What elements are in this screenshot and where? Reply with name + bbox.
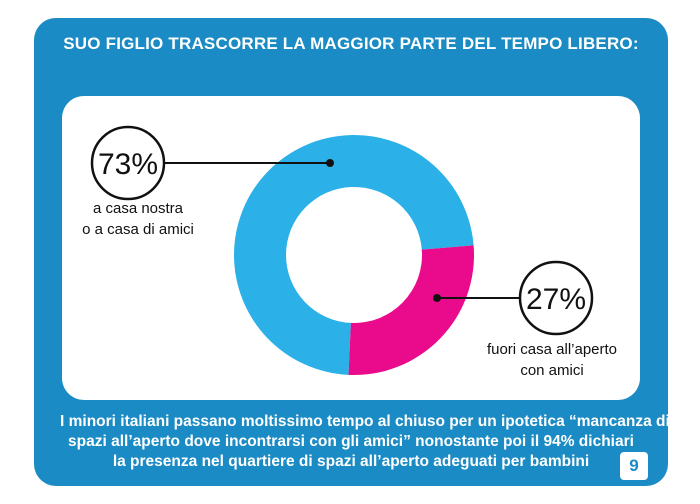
callout-dot-1 (326, 159, 334, 167)
donut-slice-2 (348, 245, 474, 375)
caption-line-1: I minori italiani passano moltissimo tem… (60, 413, 670, 430)
slice-label-1-line-1: a casa nostra (93, 200, 184, 217)
caption: I minori italiani passano moltissimo tem… (60, 412, 670, 472)
chart-title: SUO FIGLIO TRASCORRE LA MAGGIOR PARTE DE… (63, 34, 639, 53)
data-label-1: 73% (98, 148, 158, 181)
data-label-2: 27% (526, 283, 586, 316)
slice-label-2-line-1: fuori casa all’aperto (487, 341, 617, 358)
slice-label-1-line-2: o a casa di amici (82, 221, 194, 238)
value-circle-1 (90, 125, 166, 201)
donut-slice-1 (234, 135, 474, 375)
page-number: 9 (620, 452, 648, 480)
caption-line-3: la presenza nel quartiere di spazi all’a… (112, 453, 590, 470)
callout-dot-2 (433, 294, 441, 302)
caption-line-2: spazi all’aperto dove incontrarsi con gl… (68, 433, 634, 450)
value-circle-2 (518, 260, 594, 336)
slice-label-2-line-2: con amici (520, 362, 583, 379)
